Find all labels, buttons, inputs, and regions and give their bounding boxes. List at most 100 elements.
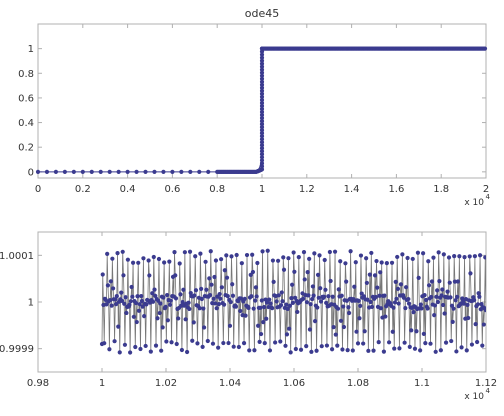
data-point: [421, 331, 426, 337]
data-point: [227, 323, 233, 328]
data-point: [216, 301, 221, 307]
data-point: [139, 293, 144, 299]
data-point: [259, 55, 265, 60]
data-point: [327, 249, 332, 255]
data-point: [107, 169, 112, 174]
data-point: [350, 348, 355, 353]
data-point: [125, 169, 130, 174]
data-point: [202, 325, 207, 330]
data-point: [423, 297, 429, 303]
data-point: [268, 301, 273, 306]
data-point: [259, 158, 265, 163]
top-plot: ode45 0 0.2 0.4 0.6 0.8 1 1.2 1.4 1.6 1.8 2 0 0.2 0.4 0…: [18, 7, 490, 208]
data-point: [259, 164, 265, 169]
data-point: [341, 304, 346, 309]
data-point: [481, 322, 486, 327]
data-point: [160, 325, 165, 330]
data-point: [259, 67, 265, 72]
data-point: [306, 293, 311, 298]
data-point: [53, 169, 59, 174]
data-point: [218, 296, 223, 301]
data-point: [449, 338, 454, 344]
x-tick-label: 1.06: [283, 378, 305, 389]
data-point: [284, 302, 289, 307]
data-point: [259, 73, 265, 78]
data-point: [398, 282, 404, 287]
x-tick-label: 1.8: [433, 184, 449, 195]
data-point: [279, 290, 284, 295]
data-point: [393, 279, 398, 284]
data-point: [264, 300, 270, 305]
data-point: [437, 279, 442, 284]
data-point: [152, 287, 157, 292]
data-point: [148, 349, 153, 354]
data-point: [395, 286, 401, 292]
data-point: [114, 293, 119, 299]
data-point: [111, 286, 116, 291]
data-point: [425, 306, 430, 311]
data-point: [179, 303, 184, 308]
data-point: [181, 287, 186, 292]
data-point: [287, 303, 293, 308]
data-point: [465, 302, 470, 307]
data-point: [271, 279, 276, 284]
data-point: [459, 345, 464, 350]
data-point: [447, 280, 452, 285]
data-point: [439, 293, 444, 298]
data-point: [207, 293, 213, 298]
data-point: [193, 288, 199, 293]
x-tick-label: 1: [259, 184, 265, 195]
data-point: [129, 284, 134, 290]
data-point: [406, 301, 412, 306]
data-point: [480, 343, 485, 348]
data-point: [259, 64, 265, 69]
data-point: [396, 301, 401, 306]
data-point: [326, 294, 331, 299]
data-point: [259, 122, 265, 127]
data-point: [133, 301, 139, 306]
data-point: [214, 306, 219, 311]
data-point: [139, 298, 145, 304]
x-tick-label: 1.04: [219, 378, 241, 389]
data-point: [259, 106, 265, 112]
data-point: [333, 332, 338, 337]
data-point: [377, 293, 382, 298]
data-point: [344, 279, 349, 284]
data-point: [409, 328, 414, 333]
data-point: [258, 305, 263, 310]
data-point: [259, 146, 265, 151]
data-point: [108, 298, 113, 303]
data-point: [379, 260, 384, 265]
data-point: [362, 329, 367, 334]
data-point: [162, 260, 167, 265]
data-point: [247, 348, 252, 353]
bottom-plot: 0.98 1 1.02 1.04 1.06 1.08 1.1 1.12 0.9999 1 1.000…: [0, 231, 497, 402]
data-point: [290, 282, 295, 287]
data-point: [44, 169, 50, 174]
data-point: [384, 261, 389, 266]
data-point: [255, 260, 260, 266]
data-point: [259, 137, 265, 142]
x-tick-label: 1.08: [347, 378, 369, 389]
data-point: [127, 302, 132, 307]
data-point: [259, 94, 265, 100]
data-point: [147, 273, 152, 278]
data-point: [135, 294, 140, 299]
data-point: [346, 305, 351, 310]
data-point: [199, 296, 204, 302]
data-point: [403, 285, 409, 290]
data-point: [156, 256, 162, 262]
data-point: [390, 329, 395, 334]
data-point: [136, 308, 142, 313]
data-point: [259, 118, 265, 124]
data-point: [256, 323, 261, 328]
x-tick-label: 1.12: [475, 378, 497, 389]
x-tick-label: 0.98: [27, 378, 49, 389]
data-point: [117, 350, 122, 355]
data-point: [450, 319, 455, 324]
data-point: [225, 294, 230, 299]
data-point: [361, 341, 366, 346]
data-point: [173, 296, 179, 301]
data-point: [152, 169, 157, 174]
data-point: [369, 250, 374, 256]
